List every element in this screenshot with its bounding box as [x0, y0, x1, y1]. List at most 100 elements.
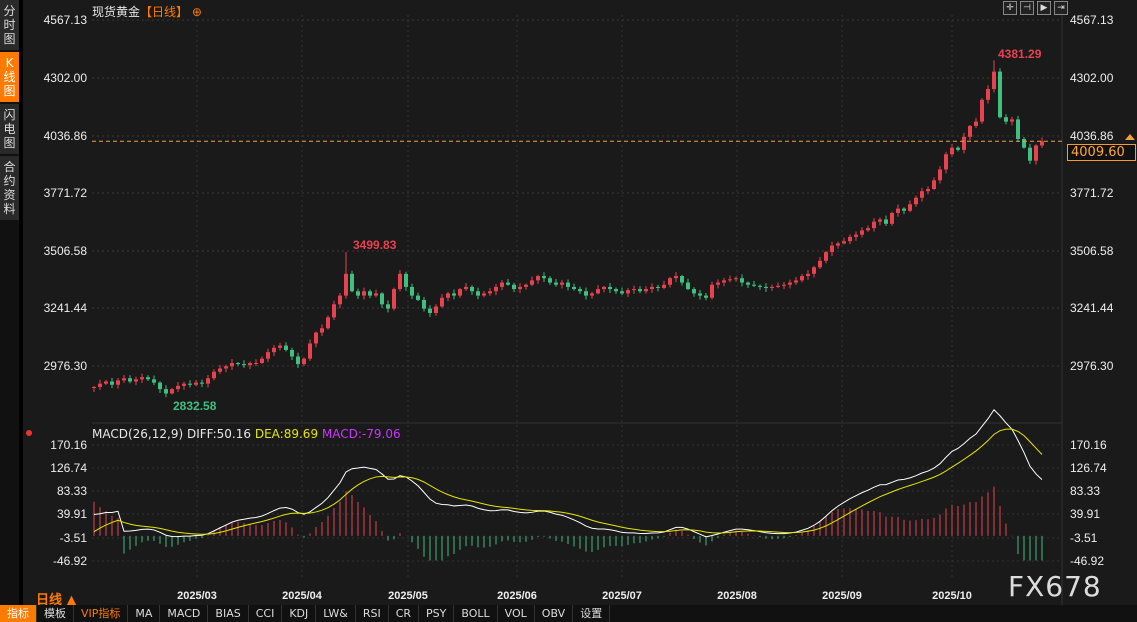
candle	[944, 151, 948, 174]
candle	[158, 381, 162, 393]
candle	[752, 280, 756, 287]
candle	[260, 356, 264, 364]
candle	[332, 300, 336, 321]
indicator-button-8[interactable]: LW&	[316, 605, 356, 622]
candle	[950, 143, 954, 157]
indicator-button-1[interactable]: 模板	[37, 605, 74, 622]
candle	[122, 374, 126, 383]
candle	[782, 281, 786, 290]
indicator-button-13[interactable]: VOL	[498, 605, 535, 622]
candle	[932, 177, 936, 190]
add-icon[interactable]: ⊕	[188, 5, 202, 19]
tab-timeshare[interactable]: 分 时 图	[0, 0, 19, 50]
date-tick: 2025/06	[497, 590, 537, 602]
macd-value: MACD:-79.06	[321, 427, 401, 441]
candle	[224, 364, 228, 373]
period-selector[interactable]: 日线 ▲	[36, 593, 77, 608]
jump-end-icon[interactable]: ⇥	[1054, 1, 1068, 15]
tab-kline[interactable]: K 线 图	[0, 52, 19, 102]
candle	[398, 270, 402, 292]
price-tick-right: 4567.13	[1070, 13, 1114, 27]
candle	[578, 286, 582, 294]
candle	[404, 271, 408, 291]
last-price-tag: 4009.60	[1067, 144, 1136, 161]
candle	[764, 283, 768, 292]
indicator-button-11[interactable]: PSY	[419, 605, 455, 622]
settings-dot-icon[interactable]	[26, 430, 32, 436]
candle	[356, 288, 360, 299]
play-icon[interactable]: ▶	[1037, 1, 1051, 15]
candle	[626, 287, 630, 297]
crosshair-icon[interactable]: ✛	[1003, 1, 1017, 15]
candle	[362, 287, 366, 300]
candle	[572, 283, 576, 291]
dea-value: DEA:89.69	[254, 427, 319, 441]
kline-chart[interactable]: 4567.13 4567.13 4302.00 4302.00 4036.86 4036.…	[0, 0, 1137, 605]
candle	[836, 241, 840, 249]
candle	[986, 85, 990, 104]
indicator-toolbar: 指标 模板 VIP指标 MA MACD BIAS CCI KDJ LW& RSI CR PSY BOLL…	[0, 605, 1137, 622]
tab-flash[interactable]: 闪 电 图	[0, 104, 19, 154]
candle	[896, 204, 900, 217]
candle	[614, 287, 618, 294]
candle	[890, 211, 894, 226]
price-tick-left: 2976.30	[44, 359, 88, 373]
candle	[542, 272, 546, 282]
candle	[194, 379, 198, 387]
indicator-button-0[interactable]: 指标	[0, 605, 37, 622]
candle	[758, 284, 762, 290]
candle	[596, 285, 600, 295]
candle	[620, 287, 624, 295]
date-tick: 2025/10	[932, 590, 972, 602]
tab-contract-info[interactable]: 合 约 资 料	[0, 156, 19, 220]
candle	[416, 292, 420, 302]
candle	[788, 279, 792, 289]
candle	[446, 291, 450, 302]
candle	[236, 362, 240, 366]
indicator-button-15[interactable]: 设置	[573, 605, 611, 622]
candle	[872, 218, 876, 232]
candle	[650, 283, 654, 293]
indicator-button-9[interactable]: RSI	[356, 605, 389, 622]
sidebar: 分 时 图 K 线 图 闪 电 图 合 约 资 料	[0, 0, 19, 605]
candle	[314, 331, 318, 348]
candle	[548, 276, 552, 285]
candle	[116, 378, 120, 389]
candle	[656, 284, 660, 292]
candle	[302, 357, 306, 367]
macd-tick-right: 39.91	[1070, 507, 1100, 521]
candle	[440, 294, 444, 308]
candle	[134, 376, 138, 386]
macd-tick-right: 170.16	[1070, 438, 1107, 452]
candle	[848, 234, 852, 245]
candle	[530, 276, 534, 287]
price-tick-right: 3506.58	[1070, 244, 1114, 258]
indicator-button-2[interactable]: VIP指标	[74, 605, 129, 622]
candle	[662, 280, 666, 290]
indicator-button-12[interactable]: BOLL	[454, 605, 498, 622]
candle	[746, 281, 750, 289]
candle	[638, 286, 642, 294]
candle	[350, 270, 354, 293]
indicator-button-7[interactable]: KDJ	[282, 605, 317, 622]
candle	[860, 227, 864, 238]
indicator-button-3[interactable]: MA	[128, 605, 161, 622]
indicator-button-10[interactable]: CR	[389, 605, 420, 622]
candle	[164, 385, 168, 398]
candle	[590, 291, 594, 299]
zoom-start-icon[interactable]: ⊣	[1020, 1, 1034, 15]
candle	[698, 289, 702, 300]
candle	[710, 281, 714, 300]
candle	[278, 342, 282, 351]
macd-tick-right: -3.51	[1070, 531, 1098, 545]
macd-tick-left: 126.74	[50, 461, 87, 475]
indicator-button-4[interactable]: MACD	[160, 605, 209, 622]
date-tick: 2025/09	[822, 590, 862, 602]
candle	[554, 279, 558, 287]
indicator-button-5[interactable]: BIAS	[208, 605, 249, 622]
candle	[218, 364, 222, 374]
indicator-button-6[interactable]: CCI	[249, 605, 283, 622]
candle	[902, 207, 906, 215]
macd-legend: MACD(26,12,9) DIFF:50.16 DEA:89.69 MACD:…	[92, 427, 401, 441]
indicator-button-14[interactable]: OBV	[535, 605, 574, 622]
